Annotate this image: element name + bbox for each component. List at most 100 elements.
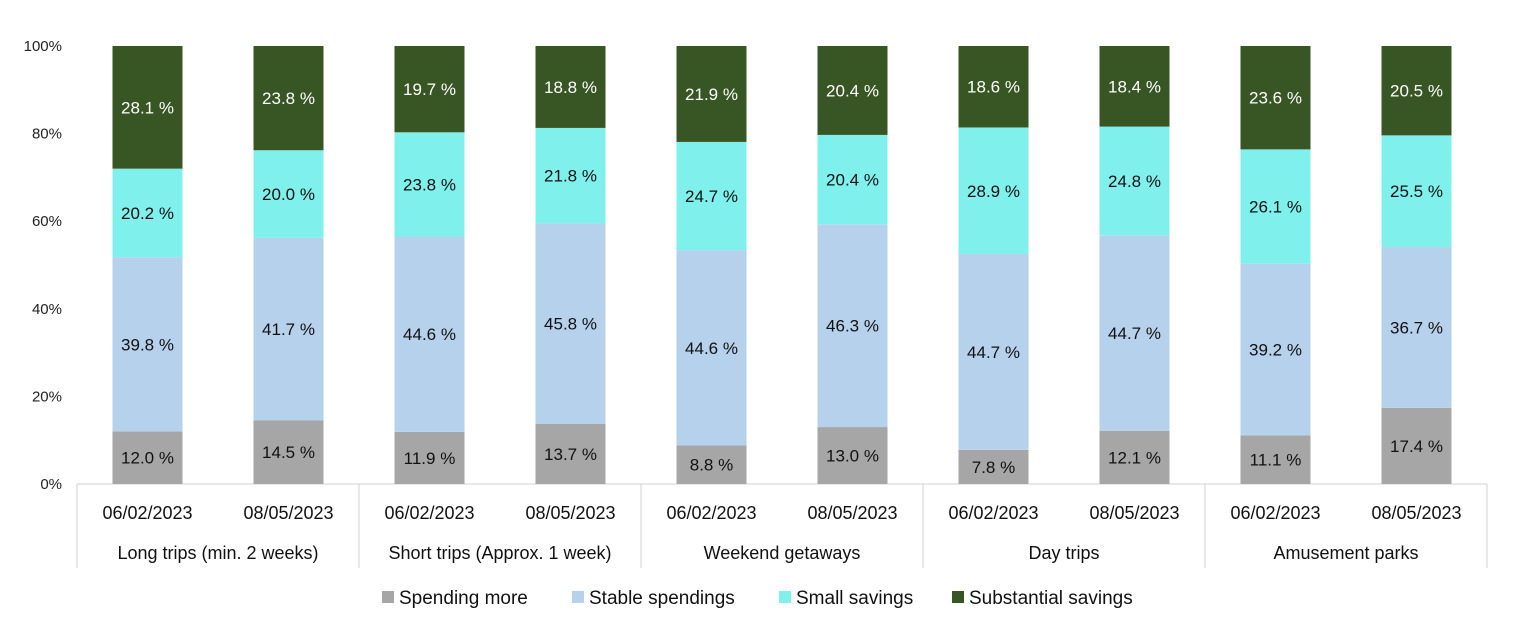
data-label: 11.1 % bbox=[1250, 451, 1302, 470]
data-label: 13.0 % bbox=[826, 447, 879, 466]
bar-segment-spending-more bbox=[535, 423, 606, 484]
data-label: 26.1 % bbox=[1249, 198, 1302, 217]
data-label: 20.4 % bbox=[826, 171, 879, 190]
bar-segment-stable-spendings bbox=[676, 250, 747, 446]
bar-segment-substantial-savings bbox=[1240, 46, 1311, 150]
bar-segment-small-savings bbox=[1381, 135, 1452, 248]
data-label: 36.7 % bbox=[1390, 318, 1443, 337]
bar-segment-spending-more bbox=[958, 449, 1029, 484]
legend-label: Stable spendings bbox=[589, 588, 735, 609]
bar-segment-substantial-savings bbox=[958, 46, 1029, 128]
data-label: 18.4 % bbox=[1108, 77, 1161, 96]
bar-segment-stable-spendings bbox=[394, 236, 465, 432]
data-label: 44.6 % bbox=[403, 325, 456, 344]
bar-segment-spending-more bbox=[1099, 431, 1170, 484]
x-group-label: Short trips (Approx. 1 week) bbox=[388, 543, 611, 563]
bar-segment-stable-spendings bbox=[817, 224, 888, 428]
bar-segment-stable-spendings bbox=[112, 257, 183, 432]
x-group-label: Long trips (min. 2 weeks) bbox=[117, 543, 318, 563]
data-label: 25.5 % bbox=[1390, 182, 1443, 201]
data-label: 11.9 % bbox=[404, 449, 456, 468]
data-label: 20.2 % bbox=[121, 204, 174, 223]
bar-segment-substantial-savings bbox=[535, 46, 606, 128]
bar-segment-spending-more bbox=[112, 431, 183, 484]
data-label: 28.1 % bbox=[121, 98, 174, 117]
data-label: 28.9 % bbox=[967, 182, 1020, 201]
legend-label: Spending more bbox=[399, 588, 528, 609]
y-tick-label: 60% bbox=[32, 213, 62, 230]
x-date-label: 08/05/2023 bbox=[807, 503, 897, 523]
data-label: 19.7 % bbox=[403, 80, 456, 99]
bar-segment-small-savings bbox=[394, 132, 465, 237]
x-date-label: 08/05/2023 bbox=[1089, 503, 1179, 523]
x-group-label: Day trips bbox=[1028, 543, 1099, 563]
x-date-label: 06/02/2023 bbox=[102, 503, 192, 523]
bar-segment-stable-spendings bbox=[1240, 263, 1311, 436]
bar-segment-substantial-savings bbox=[1099, 46, 1170, 127]
legend-swatch bbox=[572, 591, 584, 603]
data-label: 45.8 % bbox=[544, 315, 597, 334]
bar-segment-substantial-savings bbox=[112, 46, 183, 169]
bar-segment-substantial-savings bbox=[253, 46, 324, 151]
y-tick-label: 80% bbox=[32, 126, 62, 143]
bar-segment-small-savings bbox=[1099, 126, 1170, 236]
x-date-label: 06/02/2023 bbox=[1230, 503, 1320, 523]
bar-segment-small-savings bbox=[253, 150, 324, 238]
data-label: 23.8 % bbox=[403, 175, 456, 194]
data-label: 17.4 % bbox=[1390, 437, 1443, 456]
data-label: 12.0 % bbox=[121, 449, 174, 468]
legend-swatch bbox=[952, 591, 964, 603]
data-label: 8.8 % bbox=[690, 456, 733, 475]
legend-label: Substantial savings bbox=[969, 588, 1133, 609]
legend-swatch bbox=[382, 591, 394, 603]
y-tick-label: 0% bbox=[40, 476, 62, 493]
y-tick-label: 100% bbox=[24, 38, 62, 55]
data-label: 21.9 % bbox=[685, 85, 738, 104]
x-date-label: 08/05/2023 bbox=[525, 503, 615, 523]
data-label: 23.6 % bbox=[1249, 89, 1302, 108]
bar-segment-spending-more bbox=[1240, 435, 1311, 484]
bar-segment-substantial-savings bbox=[394, 46, 465, 133]
bar-segment-small-savings bbox=[535, 127, 606, 224]
x-date-label: 08/05/2023 bbox=[243, 503, 333, 523]
bar-segment-stable-spendings bbox=[1381, 247, 1452, 408]
y-tick-label: 40% bbox=[32, 301, 62, 318]
data-label: 44.6 % bbox=[685, 339, 738, 358]
y-tick-label: 20% bbox=[32, 388, 62, 405]
data-label: 21.8 % bbox=[544, 167, 597, 186]
data-label: 24.8 % bbox=[1108, 172, 1161, 191]
bar-segment-spending-more bbox=[817, 427, 888, 484]
bar-segment-substantial-savings bbox=[1381, 46, 1452, 136]
x-group-label: Amusement parks bbox=[1273, 543, 1418, 563]
data-label: 39.2 % bbox=[1249, 341, 1302, 360]
data-label: 20.5 % bbox=[1390, 82, 1443, 101]
data-label: 14.5 % bbox=[262, 443, 315, 462]
bar-segment-substantial-savings bbox=[676, 46, 747, 142]
bar-segment-substantial-savings bbox=[817, 46, 888, 135]
bar-segment-stable-spendings bbox=[1099, 235, 1170, 432]
bar-segment-stable-spendings bbox=[958, 254, 1029, 450]
bar-segment-stable-spendings bbox=[253, 237, 324, 421]
data-label: 46.3 % bbox=[826, 317, 879, 336]
data-label: 18.6 % bbox=[967, 78, 1020, 97]
bar-segment-spending-more bbox=[1381, 407, 1452, 484]
legend-swatch bbox=[779, 591, 791, 603]
x-date-label: 08/05/2023 bbox=[1371, 503, 1461, 523]
data-label: 39.8 % bbox=[121, 335, 174, 354]
bar-segment-small-savings bbox=[817, 134, 888, 225]
bar-segment-small-savings bbox=[958, 127, 1029, 255]
data-label: 44.7 % bbox=[1108, 324, 1161, 343]
data-label: 7.8 % bbox=[972, 458, 1015, 477]
data-label: 41.7 % bbox=[262, 320, 315, 339]
x-group-label: Weekend getaways bbox=[704, 543, 861, 563]
data-label: 24.7 % bbox=[685, 187, 738, 206]
data-label: 20.0 % bbox=[262, 185, 315, 204]
bar-segment-small-savings bbox=[1240, 149, 1311, 264]
data-label: 20.4 % bbox=[826, 81, 879, 100]
bar-segment-stable-spendings bbox=[535, 223, 606, 424]
x-date-label: 06/02/2023 bbox=[384, 503, 474, 523]
bar-segment-spending-more bbox=[394, 431, 465, 484]
bar-segment-small-savings bbox=[112, 168, 183, 258]
